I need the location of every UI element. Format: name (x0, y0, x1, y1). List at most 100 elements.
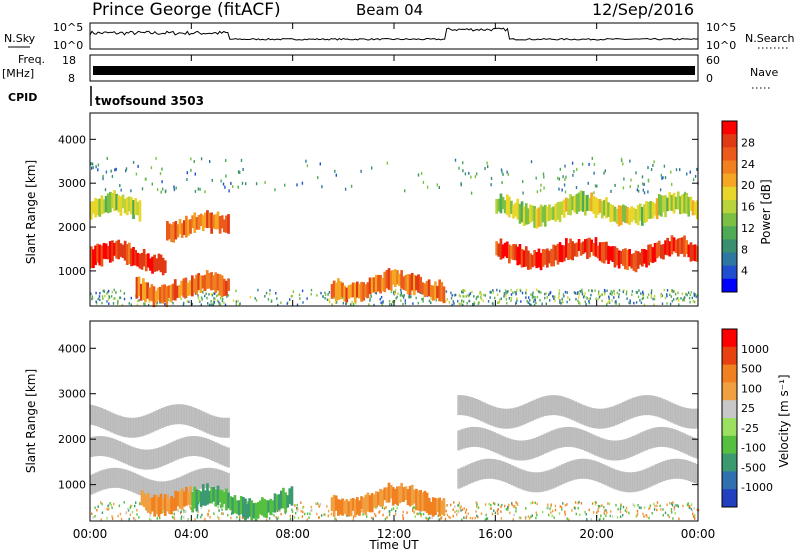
velocity-noise-cell (295, 512, 297, 515)
power-feature-cell (634, 250, 638, 273)
ground-scatter-cell (627, 437, 631, 458)
power-feature-cell (581, 241, 585, 255)
velocity-noise-cell (673, 508, 676, 512)
power-feature-cell (98, 244, 102, 266)
power-sparse-cell (487, 165, 489, 169)
power-noise-cell (102, 289, 104, 293)
power-noise-cell (669, 302, 672, 306)
colorbar-tick-label: 100 (741, 382, 762, 395)
power-noise-cell (642, 291, 644, 295)
ground-scatter-cell (153, 480, 157, 501)
power-noise-cell (653, 303, 655, 306)
colorbar-segment (722, 278, 737, 293)
power-noise-cell (382, 300, 384, 303)
velocity-noise-cell (449, 516, 451, 520)
power-noise-cell (578, 293, 580, 296)
velocity-noise-cell (480, 512, 483, 515)
ground-scatter-cell (181, 475, 185, 496)
velocity-noise-cell (605, 514, 607, 517)
ground-scatter-cell (500, 461, 504, 481)
power-sparse-cell (386, 161, 389, 165)
power-noise-cell (390, 303, 393, 306)
velocity-noise-cell (294, 504, 296, 507)
power-feature-cell (562, 245, 566, 262)
power-feature-cell (174, 221, 178, 240)
velocity-noise-cell (106, 516, 108, 520)
velocity-feature-cell (250, 500, 254, 521)
ground-scatter-cell (120, 442, 124, 463)
velocity-noise-cell (129, 506, 131, 509)
ground-scatter-cell (660, 426, 664, 447)
power-sparse-cell (417, 173, 420, 177)
ground-scatter-cell (128, 417, 132, 438)
velocity-noise-cell (519, 516, 521, 519)
power-feature-cell (527, 208, 530, 225)
velocity-feature-cell (151, 497, 154, 512)
velocity-feature-cell (415, 488, 418, 511)
power-feature-cell (123, 198, 127, 214)
ground-scatter-cell (216, 443, 220, 464)
velocity-noise-cell (637, 504, 639, 507)
velocity-feature-cell (394, 488, 397, 504)
colorbar-segment (722, 199, 737, 214)
ground-scatter-cell (596, 461, 600, 482)
power-noise-cell (528, 296, 530, 299)
power-feature-cell (554, 203, 558, 222)
power-noise-cell (324, 293, 327, 296)
velocity-noise-cell (686, 503, 689, 507)
ground-scatter-cell (566, 426, 570, 447)
power-noise-cell (608, 297, 610, 300)
power-noise-cell (576, 292, 578, 295)
power-noise-cell (412, 302, 414, 305)
power-noise-cell (237, 299, 239, 303)
power-feature-cell (140, 252, 144, 270)
power-sparse-cell (581, 162, 584, 166)
ground-scatter-cell (571, 427, 575, 448)
power-noise-cell (661, 302, 664, 305)
power-sparse-cell (502, 172, 504, 176)
ground-scatter-cell (100, 408, 104, 428)
velocity-noise-cell (649, 504, 652, 507)
ground-scatter-cell (130, 446, 134, 467)
velocity-noise-cell (280, 512, 282, 516)
velocity-noise-cell (666, 503, 668, 506)
power-sparse-cell (319, 162, 321, 166)
velocity-noise-cell (296, 507, 299, 510)
power-feature-cell (562, 199, 566, 218)
velocity-feature-cell (442, 498, 446, 516)
power-noise-cell (535, 288, 538, 291)
power-feature-cell (402, 276, 406, 290)
power-sparse-cell (199, 187, 201, 191)
power-sparse-cell (604, 169, 606, 173)
power-feature-cell (520, 201, 524, 223)
velocity-noise-cell (516, 502, 518, 506)
power-feature-cell (569, 194, 572, 216)
power-feature-cell (176, 285, 179, 298)
velocity-noise-cell (688, 506, 691, 509)
power-sparse-cell (334, 169, 336, 173)
ground-scatter-cell (687, 461, 691, 481)
ground-scatter-cell (211, 415, 215, 436)
velocity-noise-cell (196, 513, 199, 517)
velocity-noise-cell (615, 503, 617, 507)
power-noise-cell (562, 301, 564, 304)
velocity-noise-cell (302, 510, 304, 514)
power-noise-cell (227, 294, 229, 297)
velocity-noise-cell (505, 508, 508, 511)
colorbar-tick-label: 12 (741, 222, 755, 235)
power-noise-cell (693, 292, 695, 295)
ground-scatter-cell (492, 459, 496, 480)
ground-scatter-cell (662, 399, 666, 420)
power-noise-cell (451, 303, 453, 307)
power-noise-cell (123, 297, 126, 301)
velocity-feature-cell (375, 491, 378, 508)
power-noise-cell (695, 295, 697, 298)
power-feature-cell (510, 200, 513, 214)
velocity-noise-cell (335, 518, 337, 521)
power-feature-cell (189, 219, 192, 234)
power-noise-cell (515, 301, 517, 304)
velocity-noise-cell (477, 515, 479, 519)
power-sparse-cell (500, 168, 503, 172)
power-feature-cell (156, 287, 160, 301)
velocity-noise-cell (394, 513, 397, 516)
